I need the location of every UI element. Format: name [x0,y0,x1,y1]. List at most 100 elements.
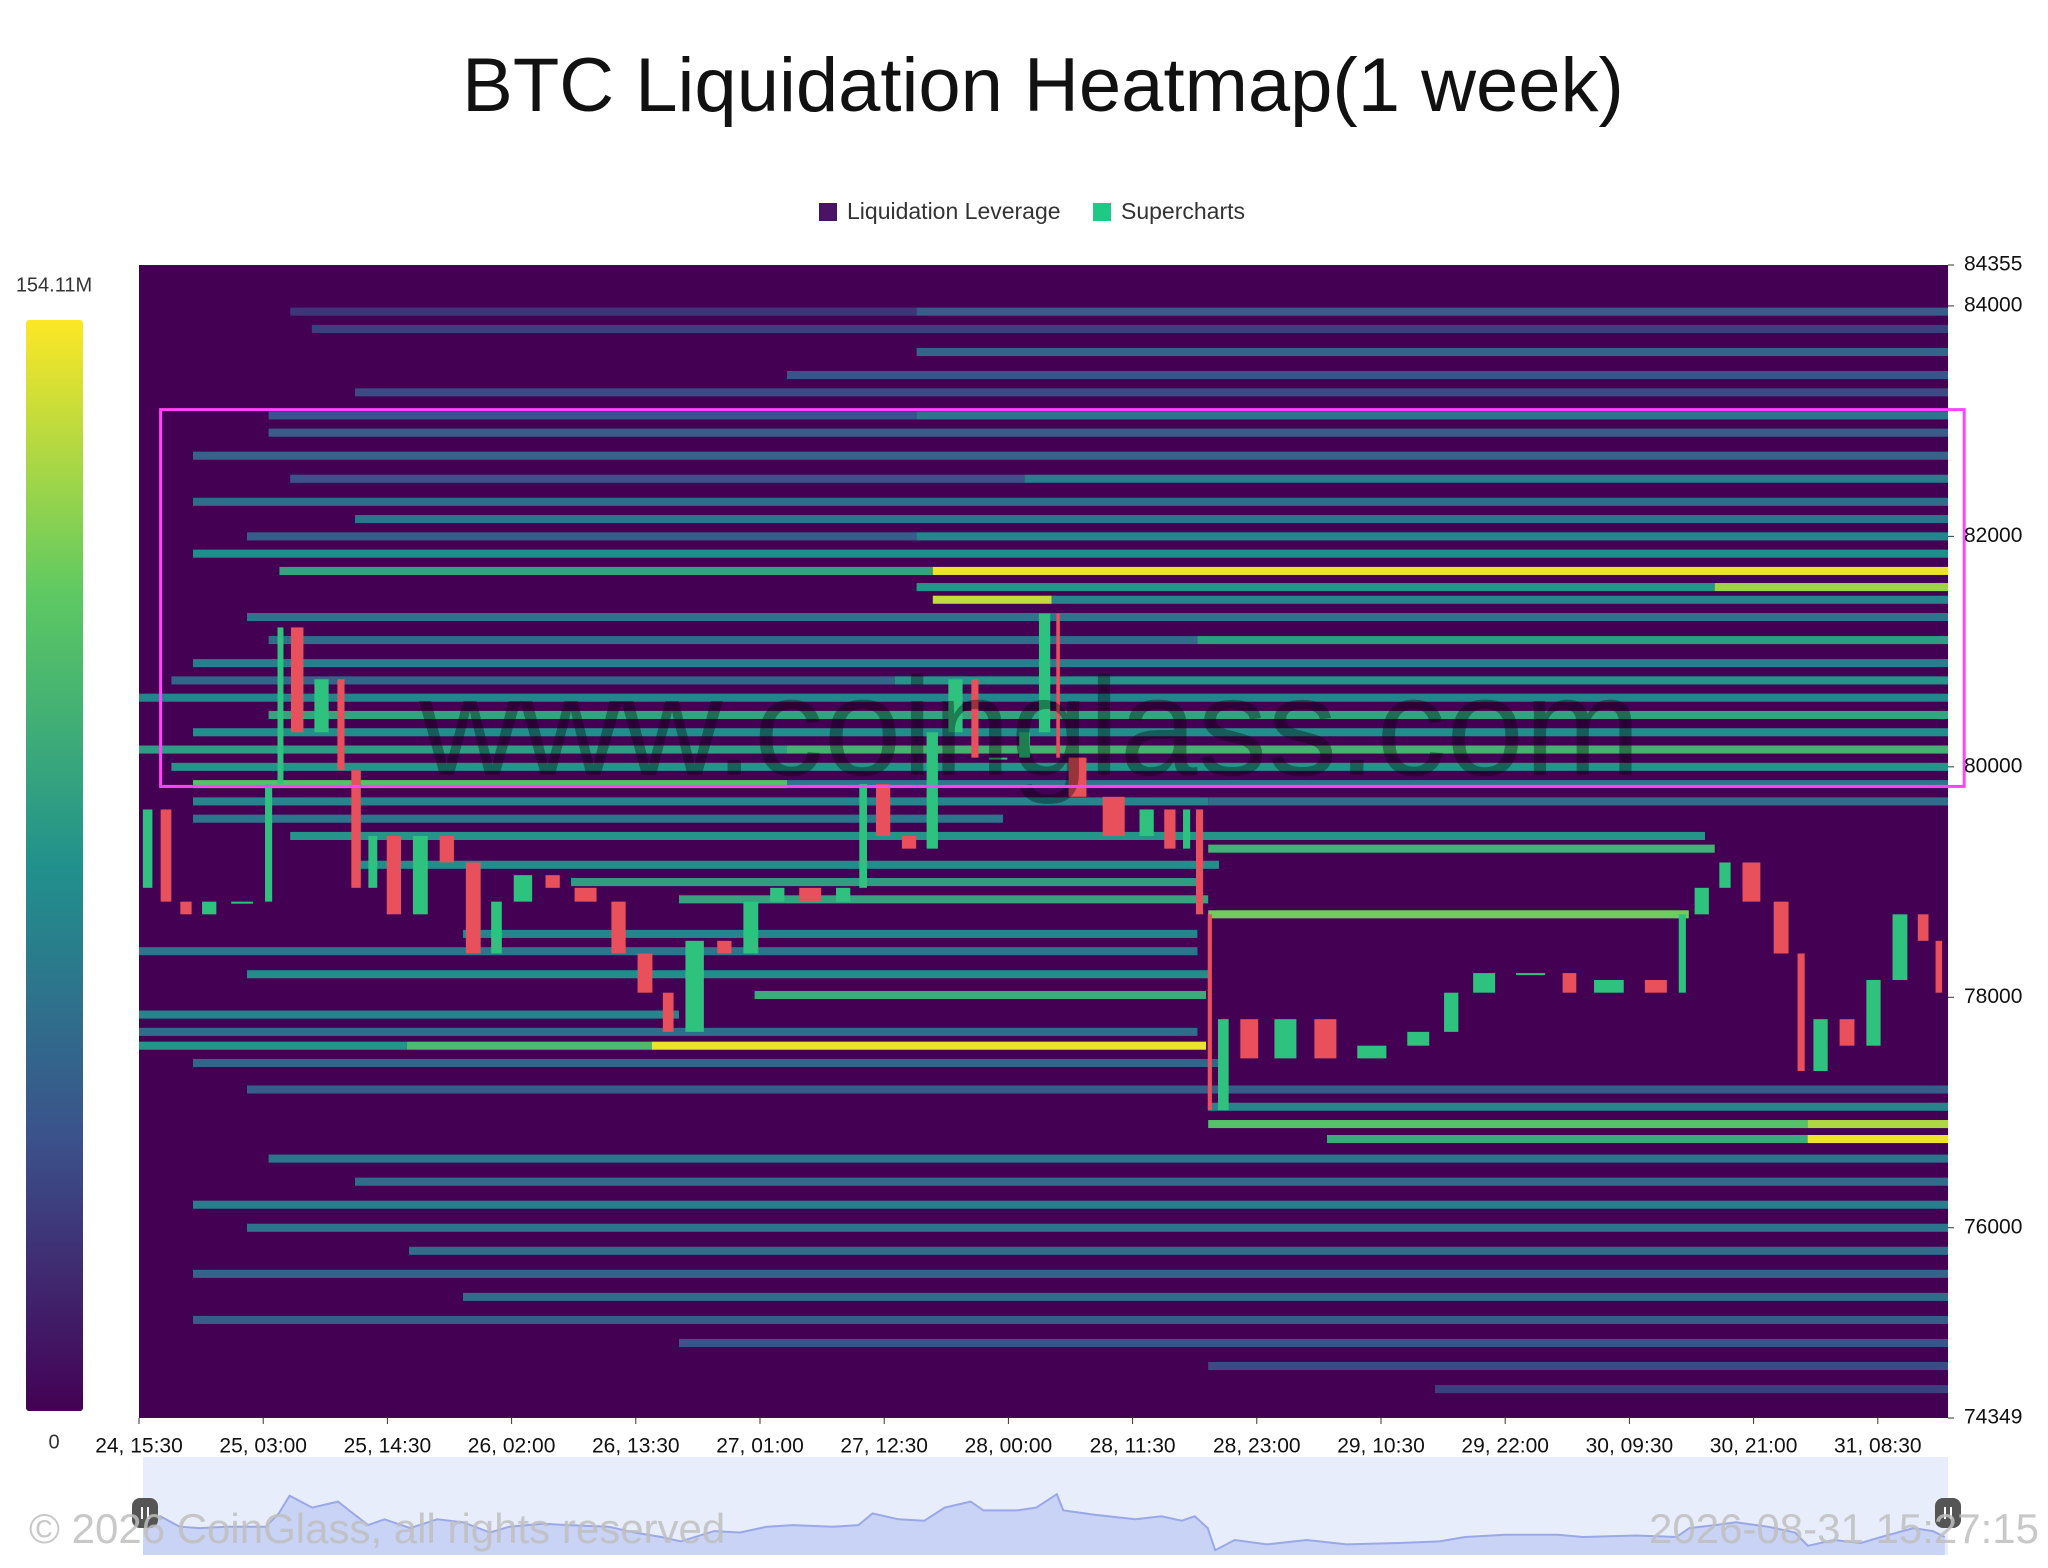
y-tick-label: 76000 [1964,1215,2022,1238]
y-tick-label: 84000 [1964,293,2022,316]
heat-band [932,566,1948,575]
candle [231,901,254,904]
heat-band [1208,1120,1808,1129]
heat-band [247,612,1948,622]
heat-band [355,1177,1948,1186]
candle [1797,953,1805,1072]
heat-band [409,1246,1948,1255]
heat-band [171,676,895,685]
heat-band [268,710,1948,720]
heat-band [787,780,1948,789]
heat-band [463,1292,1948,1301]
candle [1473,973,1496,993]
heat-band [916,583,1715,592]
heat-band [193,797,1209,806]
candle [1217,1019,1229,1111]
candle [1139,809,1154,836]
candle [465,862,481,954]
chart-title: BTC Liquidation Heatmap(1 week) [462,43,1624,128]
candle [1164,809,1176,849]
candle [1056,613,1060,758]
candle [948,679,963,733]
navigator-handle[interactable] [1935,1498,1961,1528]
candle [1314,1019,1337,1059]
x-tick-label: 26, 02:00 [468,1435,556,1458]
x-tick-label: 31, 08:30 [1834,1435,1922,1458]
legend-label[interactable]: Liquidation Leverage [847,198,1061,224]
candle [491,901,502,954]
candle [142,809,153,888]
candle [1357,1045,1387,1059]
x-tick-label: 28, 23:00 [1213,1435,1301,1458]
heat-band [1024,474,1948,483]
legend-swatch[interactable] [1093,203,1111,221]
heat-band [932,595,1052,604]
navigator-handle[interactable] [132,1498,158,1528]
candle [265,784,273,902]
x-tick-label: 27, 01:00 [716,1435,804,1458]
heat-band [895,676,1948,685]
heat-band [406,1041,652,1050]
heat-band [787,371,1948,380]
candle [770,887,785,902]
heat-band [290,831,1706,841]
x-tick-label: 26, 13:30 [592,1435,680,1458]
candle [1240,1019,1259,1059]
heat-band [193,451,1948,460]
heat-band [193,549,1948,558]
candle [1694,887,1709,915]
watermark: www.coinglass.com [418,648,1641,805]
candle [971,679,979,758]
heat-band [916,307,1948,316]
heat-band [193,780,787,789]
heat-band [139,1010,679,1019]
heat-band [290,474,1025,483]
candle [1678,914,1686,993]
heat-band [1435,1385,1948,1394]
highlight-box [159,408,1966,788]
heat-band [268,428,1948,437]
candle [368,835,378,888]
colorbar [26,320,83,1411]
heat-band [1714,583,1948,592]
candle [1183,809,1191,849]
heat-band [1327,1134,1808,1144]
heat-band [279,566,933,575]
candle [836,887,851,902]
y-tick-label: 74349 [1964,1406,2022,1429]
legend-swatch[interactable] [819,203,837,221]
heat-band [193,1200,1948,1209]
candle [545,875,560,888]
candle [1407,1031,1430,1046]
candle [1866,980,1881,1046]
heat-band [268,636,1198,645]
heat-band [754,990,1207,1000]
colorbar-label: 154.11M [16,274,92,296]
candle [1038,613,1051,733]
heat-band [1807,1120,1948,1129]
x-tick-label: 25, 03:00 [219,1435,307,1458]
footer-timestamp: 2026-08-31 15:27:15 [1649,1505,2039,1552]
heat-band [571,878,1198,887]
heat-band [171,762,1948,771]
candle [180,901,192,915]
x-tick-label: 27, 12:30 [840,1435,928,1458]
candle [1274,1019,1297,1059]
heat-band [355,860,1219,869]
candle [611,901,626,954]
candle [314,679,329,733]
candle [717,940,732,954]
candle [1444,992,1459,1032]
candle [1207,914,1212,1111]
candle [412,835,428,915]
candle [160,809,172,902]
y-tick-label: 80000 [1964,754,2022,777]
y-tick-label: 78000 [1964,985,2022,1008]
x-tick-label: 30, 21:00 [1710,1435,1798,1458]
heat-band [193,659,1948,668]
legend-label[interactable]: Supercharts [1121,198,1245,224]
candle [1019,732,1030,758]
heat-band [355,388,1948,397]
heat-band [1208,844,1715,853]
